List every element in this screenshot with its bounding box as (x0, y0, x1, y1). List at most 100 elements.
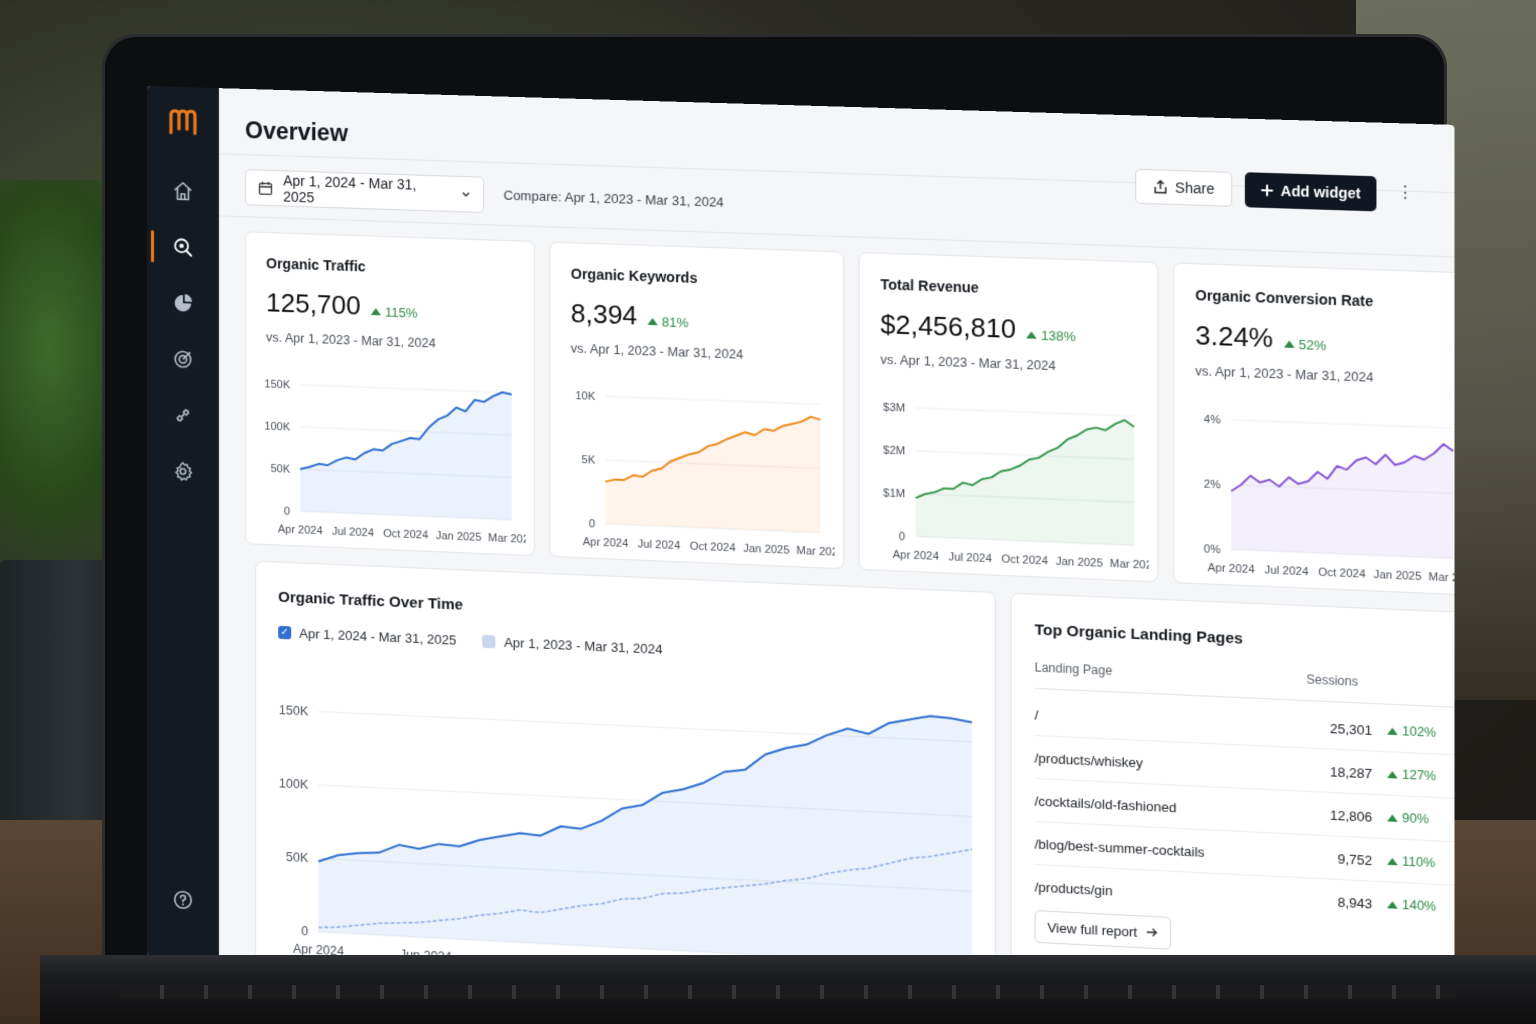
page-title: Overview (245, 117, 348, 147)
series-area (1231, 436, 1453, 559)
landing-page-path: /products/gin (1035, 879, 1113, 898)
kpi-delta: 52% (1284, 336, 1326, 353)
nav-settings[interactable] (147, 448, 219, 495)
x-tick-label: Apr 2024 (1208, 562, 1255, 576)
chart-legend: ✓ Apr 1, 2024 - Mar 31, 2025 Apr 1, 2023… (278, 625, 662, 657)
card-title: Top Organic Landing Pages (1035, 621, 1243, 647)
checkbox-icon[interactable] (483, 635, 496, 649)
y-tick-label: 10K (575, 390, 596, 403)
kpi-delta-value: 138% (1041, 328, 1076, 345)
delta-value: 110% (1402, 854, 1435, 870)
x-tick-label: Apr 2024 (278, 523, 323, 537)
organic-traffic-over-time-chart: 050K100K150KApr 2024Jun 2024Aug 2024Oct … (266, 652, 993, 996)
date-range-select[interactable]: Apr 1, 2024 - Mar 31, 2025 (245, 169, 484, 213)
series-area (300, 385, 511, 520)
legend-current-period[interactable]: ✓ Apr 1, 2024 - Mar 31, 2025 (278, 625, 456, 648)
y-tick-label: 100K (264, 421, 290, 434)
x-tick-label: Jul 2024 (1264, 564, 1308, 578)
trend-up-icon (1284, 340, 1295, 348)
sessions-delta: 127% (1387, 767, 1436, 784)
gridline (1231, 420, 1453, 428)
trend-up-icon (1387, 900, 1398, 908)
gridline (605, 396, 820, 404)
trend-up-icon (1387, 814, 1398, 822)
kpi-value: 8,394 (571, 298, 638, 332)
sessions-value: 18,287 (1298, 763, 1372, 782)
y-tick-label: 50K (286, 850, 309, 865)
sessions-delta: 102% (1387, 723, 1436, 740)
checkbox-checked-icon[interactable]: ✓ (278, 626, 291, 640)
screen: Overview Share Add widget ⋮ Apr 1, 2024 … (147, 86, 1454, 1024)
y-tick-label: 0 (589, 518, 595, 530)
y-tick-label: 4% (1204, 414, 1221, 427)
legend-previous-period[interactable]: Apr 1, 2023 - Mar 31, 2024 (483, 634, 663, 657)
kpi-chart-organic-keywords: 05K10KApr 2024 Jul 2024 Oct 2024 Jan 2025 Ma… (559, 378, 835, 561)
date-range-value: Apr 1, 2024 - Mar 31, 2025 (283, 172, 451, 210)
kpi-value: 125,700 (266, 287, 361, 321)
kpi-delta-value: 52% (1299, 337, 1327, 353)
trend-up-icon (1387, 857, 1398, 865)
kpi-delta-value: 115% (385, 304, 418, 320)
delta-value: 127% (1402, 767, 1436, 783)
column-header-landing-page[interactable]: Landing Page (1035, 660, 1113, 678)
series-area (916, 412, 1134, 545)
x-tick-label: Oct 2024 (1318, 566, 1365, 580)
kpi-compare: vs. Apr 1, 2023 - Mar 31, 2024 (1195, 364, 1454, 388)
nav-help[interactable] (147, 876, 219, 924)
landing-page-path: /blog/best-summer-cocktails (1035, 836, 1205, 860)
y-tick-label: 0 (301, 924, 308, 938)
sessions-value: 9,752 (1298, 849, 1372, 868)
trend-up-icon (648, 318, 658, 325)
sessions-delta: 110% (1387, 853, 1435, 870)
arrow-right-icon (1146, 926, 1159, 939)
trend-up-icon (371, 308, 381, 315)
kpi-value: $2,456,810 (880, 309, 1015, 345)
trend-up-icon (1387, 727, 1398, 735)
nav-backlinks[interactable] (147, 392, 219, 439)
sessions-value: 25,301 (1298, 719, 1372, 738)
series-area (318, 688, 972, 966)
delta-value: 90% (1402, 811, 1429, 827)
brand-logo (169, 109, 197, 136)
gridline (300, 385, 511, 393)
kpi-card-conversion-rate[interactable]: Organic Conversion Rate 3.24% 52% vs. Ap… (1173, 262, 1454, 595)
kpi-title: Total Revenue (880, 276, 1136, 301)
kpi-row: Organic Traffic 125,700 115% vs. Apr 1, … (245, 231, 1454, 596)
x-tick-label: Jan 2025 (1056, 556, 1103, 570)
kpi-card-total-revenue[interactable]: Total Revenue $2,456,810 138% vs. Apr 1,… (859, 252, 1159, 583)
sessions-delta: 90% (1387, 810, 1429, 826)
home-icon (172, 180, 194, 203)
nav-reports[interactable] (147, 280, 219, 327)
x-tick-label: Mar 2025 (796, 545, 834, 559)
kpi-title: Organic Keywords (571, 265, 823, 290)
y-tick-label: 5K (582, 454, 596, 467)
column-header-sessions[interactable]: Sessions (1306, 672, 1358, 689)
kpi-card-organic-keywords[interactable]: Organic Keywords 8,394 81% vs. Apr 1, 20… (549, 242, 844, 570)
kpi-compare: vs. Apr 1, 2023 - Mar 31, 2024 (266, 330, 514, 353)
landing-page-path: /products/whiskey (1035, 750, 1143, 770)
kpi-title: Organic Traffic (266, 255, 514, 280)
series-area (605, 409, 820, 533)
y-tick-label: 0 (284, 506, 290, 518)
y-tick-label: $3M (883, 402, 905, 415)
x-tick-label: Oct 2024 (383, 528, 428, 542)
trend-up-icon (1387, 770, 1398, 778)
kpi-card-organic-traffic[interactable]: Organic Traffic 125,700 115% vs. Apr 1, … (245, 231, 535, 556)
nav-home[interactable] (147, 168, 219, 214)
legend-label: Apr 1, 2024 - Mar 31, 2025 (299, 626, 456, 648)
kpi-compare: vs. Apr 1, 2023 - Mar 31, 2024 (880, 353, 1136, 377)
x-tick-label: Apr 2024 (893, 549, 939, 563)
laptop-frame: Overview Share Add widget ⋮ Apr 1, 2024 … (102, 34, 1447, 994)
pie-chart-icon (172, 292, 194, 315)
kpi-delta: 138% (1026, 327, 1075, 344)
link-icon (172, 404, 194, 427)
delta-value: 140% (1402, 898, 1436, 914)
calendar-icon (258, 180, 273, 196)
laptop-keys (120, 985, 1456, 999)
x-tick-label: Mar 2025 (1428, 571, 1454, 585)
view-full-report-button[interactable]: View full report (1035, 910, 1171, 950)
nav-organic-search[interactable] (147, 224, 219, 270)
gridline (916, 408, 1134, 416)
nav-goals[interactable] (147, 336, 219, 383)
y-tick-label: 150K (264, 378, 290, 391)
